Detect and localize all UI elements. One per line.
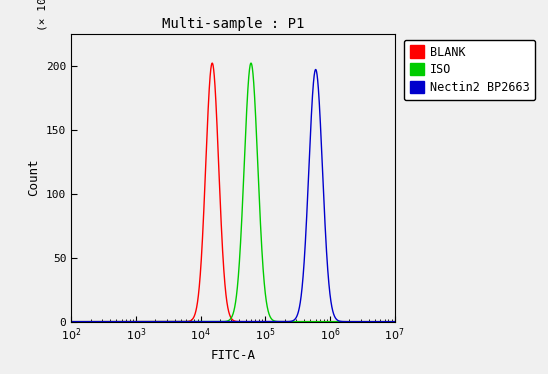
Title: Multi-sample : P1: Multi-sample : P1 (162, 17, 304, 31)
X-axis label: FITC-A: FITC-A (210, 349, 255, 362)
Y-axis label: Count: Count (27, 159, 41, 196)
Legend: BLANK, ISO, Nectin2 BP2663: BLANK, ISO, Nectin2 BP2663 (404, 40, 535, 100)
Text: (× 10¹): (× 10¹) (37, 0, 47, 31)
